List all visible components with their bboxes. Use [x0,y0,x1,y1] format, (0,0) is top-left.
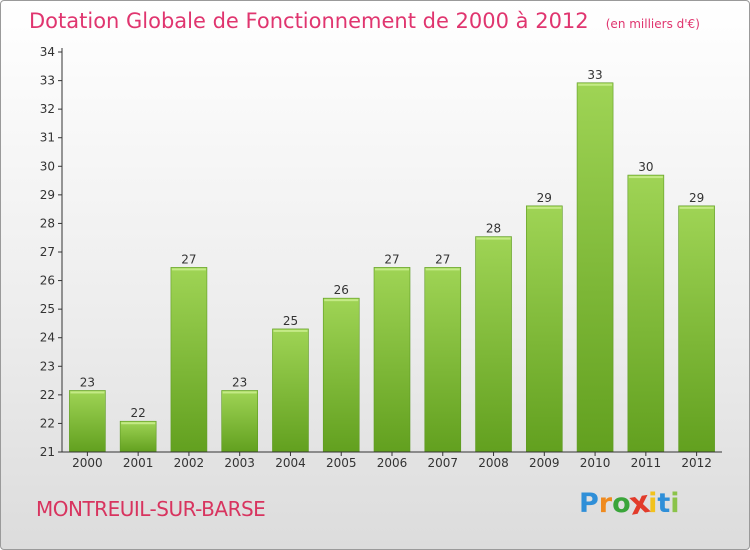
logo-letter: o [612,488,631,519]
y-tick-label: 21 [40,445,55,459]
logo-letter: i [648,488,658,519]
bar-highlight [70,391,105,394]
y-tick-label: 24 [40,331,55,345]
chart-title: Dotation Globale de Fonctionnement de 20… [29,9,589,33]
bar [119,420,157,453]
bar-value-label: 29 [537,191,552,205]
commune-name: MONTREUIL-SUR-BARSE [36,497,266,521]
bar [475,236,512,453]
bar-highlight [527,206,562,209]
bar-highlight [476,237,511,240]
x-tick-label: 2011 [631,456,662,470]
y-tick-label: 22 [40,388,55,402]
y-tick-label: 34 [40,45,55,59]
proxiti-logo: Proxiti [579,484,680,523]
bar-value-label: 29 [689,191,704,205]
y-tick-label: 22 [40,416,55,430]
bar [69,390,106,453]
bar-value-label: 30 [638,160,653,174]
x-tick-label: 2010 [580,456,611,470]
bar [424,267,462,453]
bar-highlight [273,329,308,332]
bar-highlight [222,391,257,394]
bar-highlight [425,268,460,271]
y-tick-label: 33 [40,74,55,88]
bar-value-label: 22 [131,406,146,420]
bars: 23 22 27 23 25 26 27 27 28 29 33 30 29 [69,68,715,453]
y-tick-label: 32 [40,102,55,116]
y-tick-label: 27 [40,245,55,259]
bar-value-label: 27 [384,252,399,266]
bar-value-label: 28 [486,222,501,236]
y-tick-label: 31 [40,131,55,145]
x-tick-label: 2007 [427,456,458,470]
bar-value-label: 26 [334,283,349,297]
bar-highlight [171,268,206,271]
logo-letter: r [598,488,613,519]
bar-highlight [578,83,613,86]
x-tick-label: 2005 [326,456,357,470]
x-tick-label: 2006 [377,456,408,470]
y-tick-label: 28 [40,216,55,230]
x-tick-label: 2009 [529,456,560,470]
bar-value-label: 33 [587,68,602,82]
bar [526,205,563,453]
bar-value-label: 23 [80,375,95,389]
logo-letter: P [579,488,599,519]
bar [221,390,258,453]
bar [322,297,360,453]
bar-value-label: 27 [435,252,450,266]
bar-value-label: 25 [283,314,298,328]
y-tick-label: 25 [40,302,55,316]
bar [627,174,665,453]
y-tick-label: 29 [40,188,55,202]
x-axis: 2000 2001 2002 2003 2004 2005 2006 2007 2008 2009… [62,451,722,470]
x-tick-label: 2003 [224,456,255,470]
bar-highlight [628,176,663,179]
bar-value-label: 27 [181,252,196,266]
bar-highlight [121,422,156,425]
bar [272,328,309,453]
bar [576,82,614,453]
x-tick-label: 2004 [275,456,306,470]
bar [373,267,411,453]
y-tick-label: 26 [40,274,55,288]
x-tick-label: 2000 [72,456,103,470]
bar [170,267,208,453]
x-tick-label: 2008 [478,456,509,470]
bar-highlight [375,268,409,271]
bar-highlight [679,206,714,209]
logo-letter: t [657,488,671,519]
y-axis: 21 22 22 23 24 25 26 27 28 29 30 31 32 33 34 [40,45,63,459]
x-tick-label: 2012 [681,456,712,470]
y-tick-label: 23 [40,359,55,373]
logo-letter: i [670,488,680,519]
y-tick-label: 30 [40,159,55,173]
x-tick-label: 2001 [123,456,154,470]
title-row: Dotation Globale de Fonctionnement de 20… [29,9,700,33]
x-tick-label: 2002 [174,456,205,470]
chart-unit: (en milliers d'€) [605,17,700,31]
bar [678,205,715,453]
bar-highlight [324,299,359,302]
bar-value-label: 23 [232,375,247,389]
